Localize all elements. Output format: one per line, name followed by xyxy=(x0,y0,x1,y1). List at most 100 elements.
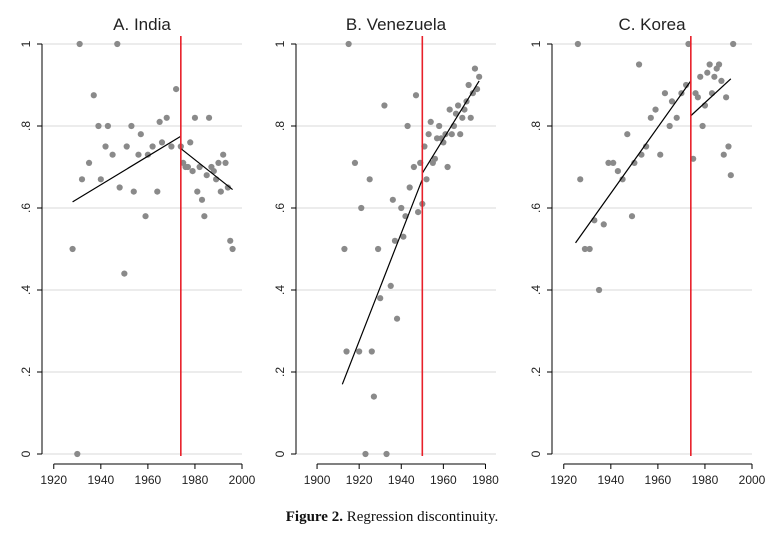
venezuela-data-point xyxy=(446,106,453,113)
india-data-point xyxy=(135,151,142,158)
india-data-point xyxy=(187,139,194,146)
india-data-point xyxy=(114,40,121,48)
venezuela-data-point xyxy=(351,159,359,166)
korea-data-point xyxy=(610,159,617,166)
caption-label: Figure 2. xyxy=(285,509,343,525)
korea-data-point xyxy=(730,40,737,48)
venezuela-x-tick-label: 1900 xyxy=(304,473,331,487)
korea-data-point xyxy=(647,114,654,121)
india-data-point xyxy=(217,188,224,195)
india-data-point xyxy=(85,159,93,166)
india-data-point xyxy=(227,237,234,244)
india-data-point xyxy=(76,40,83,48)
venezuela-data-point xyxy=(476,73,483,80)
india-data-point xyxy=(104,122,111,130)
korea-data-point xyxy=(577,176,584,183)
venezuela-data-point xyxy=(375,245,382,253)
panel-korea: C. Korea 0 .2 .4 .6 .8 1 1920 1940 1960 1980 2000 xyxy=(529,15,766,487)
korea-data-point xyxy=(581,245,589,253)
venezuela-data-point xyxy=(381,102,388,109)
venezuela-data-point xyxy=(415,209,422,216)
venezuela-y-tick-label: .6 xyxy=(273,203,287,213)
korea-data-point xyxy=(668,98,676,105)
panel-venezuela: B. Venezuela 0 .2 .4 .6 .8 1 1900 1920 1940 1960 19… xyxy=(273,15,499,487)
korea-fit-line xyxy=(575,80,692,244)
venezuela-data-point xyxy=(410,163,417,171)
venezuela-data-point xyxy=(465,81,472,89)
india-data-point xyxy=(137,131,144,138)
india-data-point xyxy=(215,159,222,166)
india-data-point xyxy=(198,196,206,203)
caption-text: Regression discontinuity. xyxy=(346,509,499,525)
venezuela-data-point xyxy=(356,348,363,355)
korea-data-point xyxy=(725,143,732,150)
india-data-point xyxy=(121,270,128,277)
venezuela-data-point xyxy=(362,450,369,458)
panel-india: A. India 0 .2 .4 .6 .8 1 1920 1940 1960 1980 2000 xyxy=(19,15,256,487)
venezuela-y-tick-label: 1 xyxy=(273,40,287,47)
india-panel-title: A. India xyxy=(113,15,171,34)
korea-data-point xyxy=(699,122,706,130)
korea-data-point xyxy=(723,94,730,101)
korea-x-tick-label: 1980 xyxy=(692,473,719,487)
korea-data-point xyxy=(715,61,723,68)
india-data-point xyxy=(158,139,166,146)
venezuela-data-point xyxy=(459,114,466,121)
india-y-tick-label: 0 xyxy=(19,450,33,457)
venezuela-data-point xyxy=(393,315,401,322)
india-data-point xyxy=(163,114,170,121)
venezuela-data-point xyxy=(404,122,411,130)
india-data-point xyxy=(128,122,135,130)
india-data-point xyxy=(224,184,231,191)
venezuela-data-point xyxy=(406,184,413,191)
venezuela-y-tick-label: .4 xyxy=(273,285,287,295)
india-data-point xyxy=(123,143,130,150)
korea-data-point xyxy=(605,159,612,166)
venezuela-data-point xyxy=(345,40,352,48)
india-fit-line xyxy=(180,148,233,191)
korea-data-point xyxy=(619,176,626,183)
india-data-point xyxy=(154,188,161,195)
venezuela-x-tick-label: 1920 xyxy=(346,473,373,487)
korea-panel-title: C. Korea xyxy=(618,15,686,34)
venezuela-data-point xyxy=(444,163,451,171)
india-data-point xyxy=(184,163,191,171)
korea-x-tick-label: 2000 xyxy=(739,473,766,487)
india-y-tick-label: .6 xyxy=(19,203,33,213)
india-data-point xyxy=(220,151,227,158)
india-data-point xyxy=(229,245,236,253)
india-y-tick-label: .2 xyxy=(19,367,33,377)
india-x-tick-label: 1920 xyxy=(40,473,67,487)
venezuela-data-point xyxy=(341,245,348,253)
venezuela-data-point xyxy=(398,204,405,212)
korea-data-point xyxy=(600,221,607,228)
india-data-point xyxy=(116,184,123,191)
korea-data-point xyxy=(595,286,603,294)
korea-data-point xyxy=(685,40,692,48)
korea-x-tick-label: 1960 xyxy=(645,473,672,487)
venezuela-fit-line xyxy=(421,80,480,174)
korea-data-point xyxy=(697,73,704,80)
india-data-point xyxy=(156,118,163,125)
venezuela-data-point xyxy=(455,102,462,109)
korea-data-point xyxy=(704,69,711,76)
venezuela-data-point xyxy=(368,348,375,355)
india-x-tick-label: 2000 xyxy=(229,473,256,487)
india-data-point xyxy=(201,213,208,220)
korea-data-point xyxy=(690,155,697,162)
korea-data-point xyxy=(628,213,636,220)
korea-data-point xyxy=(635,61,643,68)
india-data-point xyxy=(173,86,180,93)
venezuela-data-point xyxy=(370,393,377,400)
india-y-tick-label: .8 xyxy=(19,121,33,131)
india-y-tick-label: .4 xyxy=(19,285,33,295)
india-data-point xyxy=(189,168,196,175)
india-data-point xyxy=(97,176,104,183)
venezuela-data-point xyxy=(391,237,399,244)
venezuela-data-point xyxy=(471,65,479,72)
figure-caption: Figure 2. Regression discontinuity. xyxy=(0,509,784,526)
venezuela-data-point xyxy=(431,155,439,162)
korea-x-tick-label: 1920 xyxy=(550,473,577,487)
venezuela-panel-title: B. Venezuela xyxy=(346,15,447,34)
venezuela-data-point xyxy=(383,450,390,458)
